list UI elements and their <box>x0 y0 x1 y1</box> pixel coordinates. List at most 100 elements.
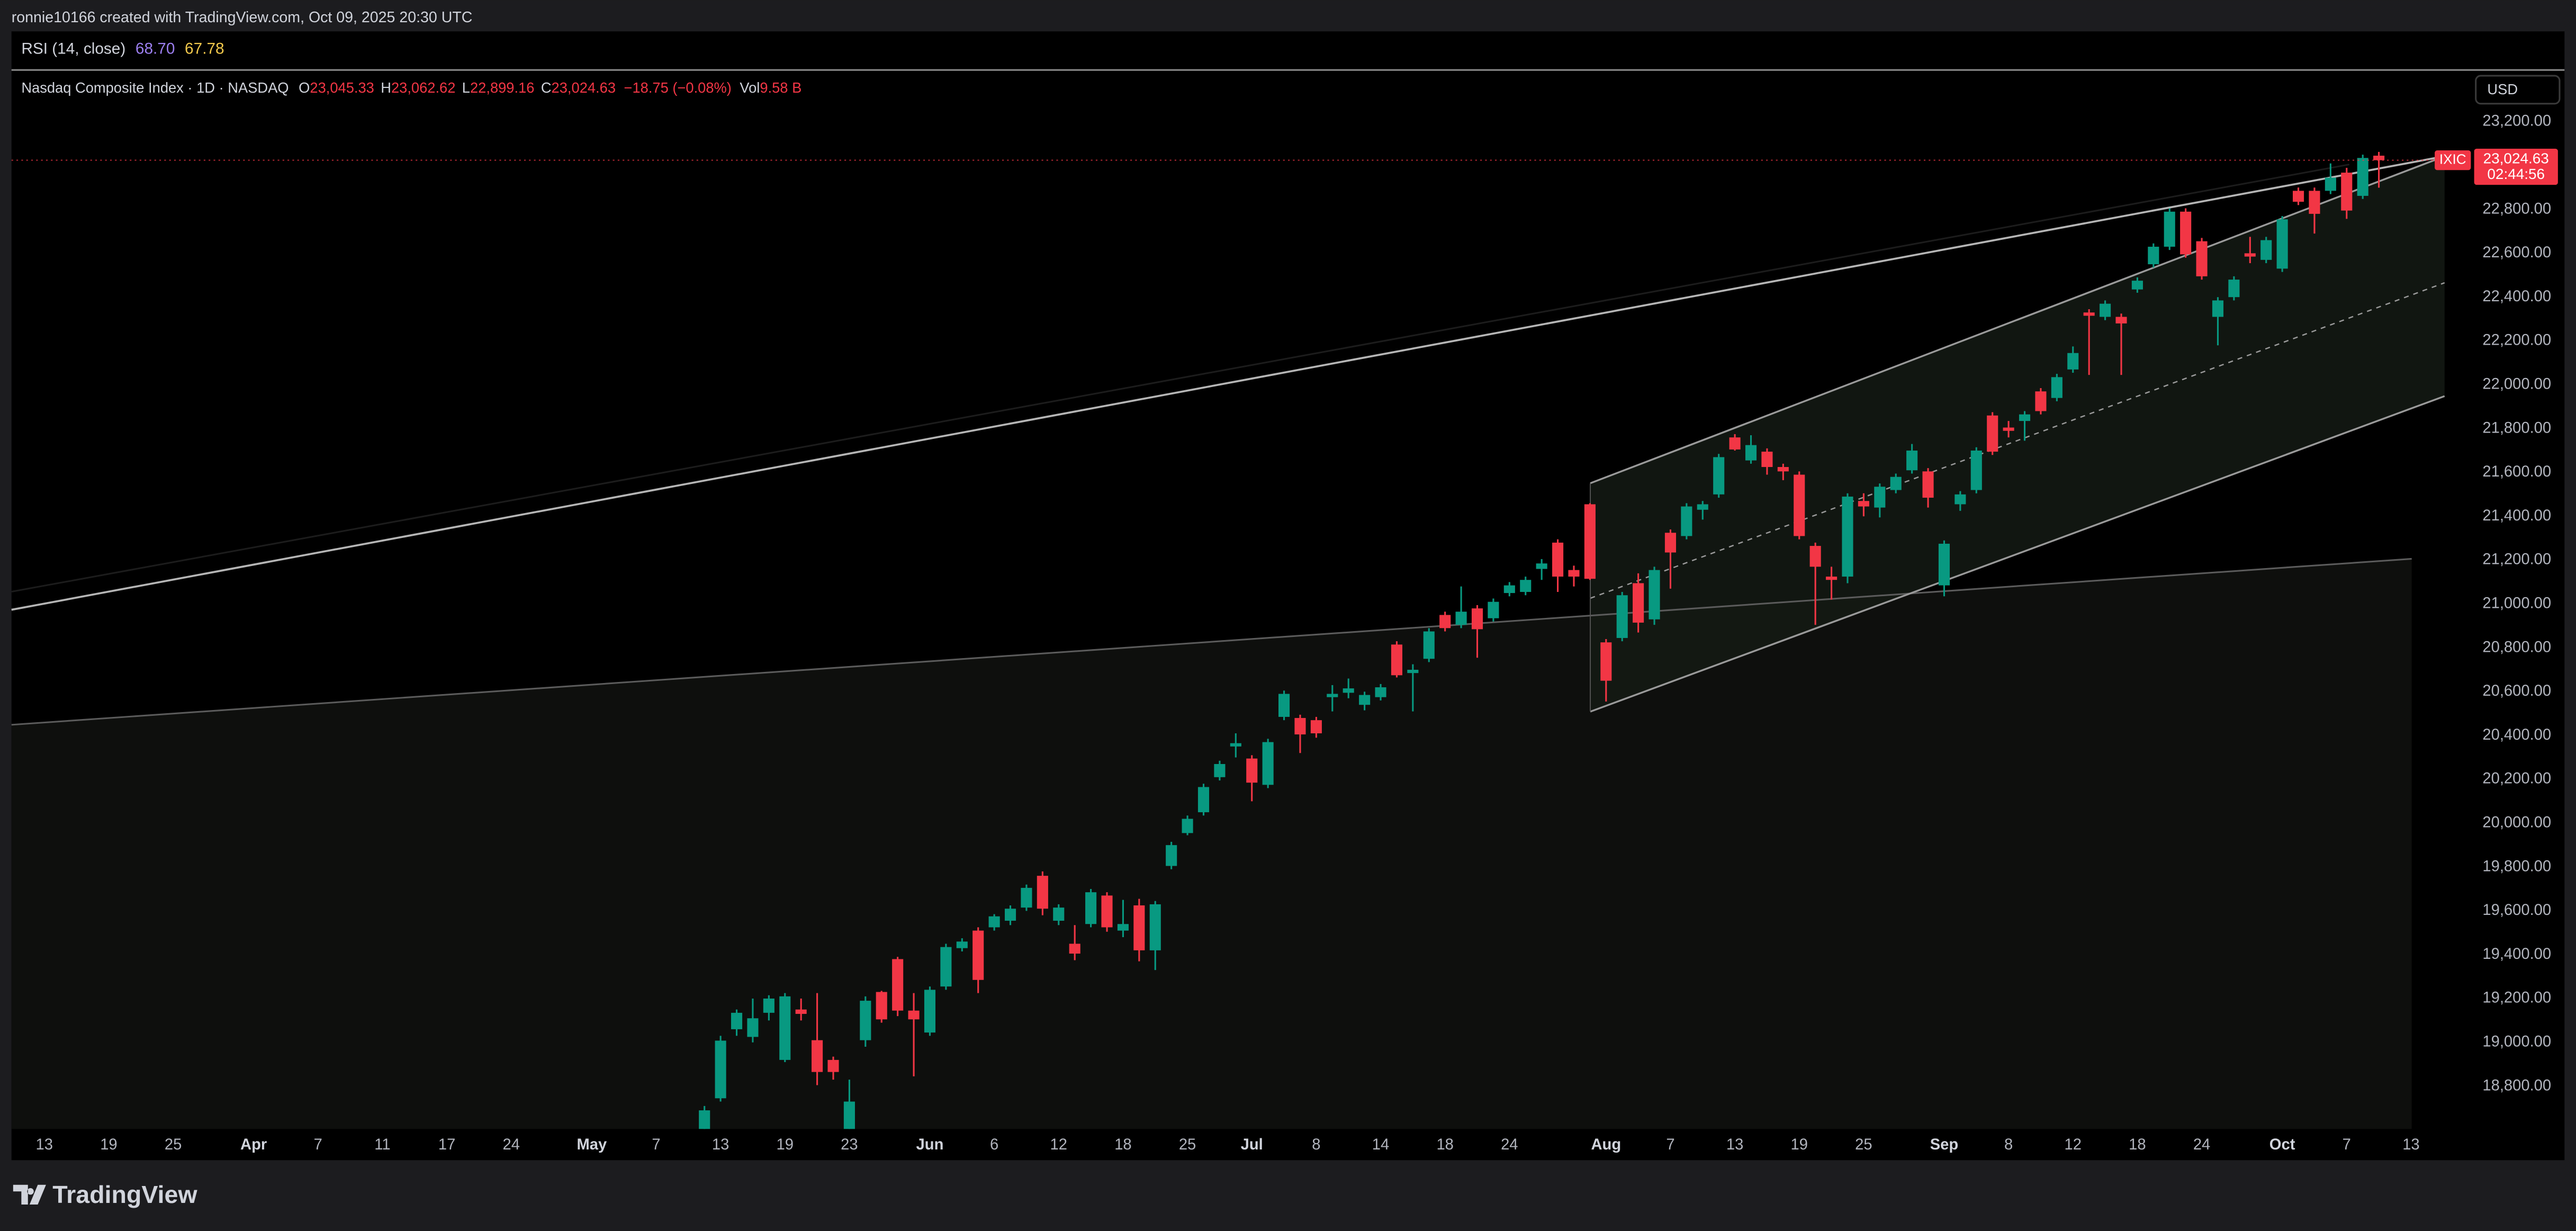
candle-body <box>1214 763 1226 777</box>
x-tick-label: 13 <box>712 1136 729 1153</box>
candle-body <box>2260 240 2272 260</box>
legend-value: 22,899.16 <box>470 79 534 96</box>
y-tick-label: 22,200.00 <box>2482 332 2551 349</box>
x-tick-label: 19 <box>1791 1136 1808 1153</box>
axes: 18,800.00 19,000.00 19,200.00 19,400.00 19,6… <box>11 113 2558 1153</box>
candle-body <box>715 1040 726 1099</box>
candle-body <box>731 1012 743 1029</box>
y-tick-label: 23,200.00 <box>2482 113 2551 130</box>
trend-line <box>11 558 2412 726</box>
x-tick-label: 24 <box>503 1136 520 1153</box>
candle-body <box>956 941 968 948</box>
y-tick-label: 22,000.00 <box>2482 375 2551 392</box>
candle-body <box>2148 246 2159 265</box>
candle-body <box>1697 504 1708 510</box>
candle-body <box>1584 504 1596 579</box>
candle-body <box>1858 501 1869 507</box>
brand-logo <box>13 1184 46 1205</box>
price-tag-value: 23,024.63 <box>2483 150 2549 166</box>
y-tick-label: 18,800.00 <box>2482 1077 2551 1094</box>
candle-body <box>876 992 887 1020</box>
legend: Nasdaq Composite Index · 1D · NASDAQ O23,… <box>21 79 801 96</box>
candle-body <box>1471 608 1483 630</box>
x-tick-label: Jul <box>1241 1136 1263 1153</box>
candle-body <box>1246 758 1258 783</box>
candle-body <box>1391 644 1402 676</box>
indicator-label: RSI (14, close) 68.70 67.78 <box>21 40 224 57</box>
candle-body <box>2212 300 2224 317</box>
candle-body <box>2131 281 2143 290</box>
candle-body <box>1729 437 1741 450</box>
x-tick-label: 14 <box>1372 1136 1389 1153</box>
candle-body <box>1085 892 1097 924</box>
candle-body <box>1745 445 1757 461</box>
y-tick-label: 21,800.00 <box>2482 419 2551 436</box>
y-tick-label: 19,000.00 <box>2482 1033 2551 1050</box>
candle-body <box>812 1040 823 1072</box>
candle-body <box>2276 219 2288 269</box>
candle-body <box>1874 487 1886 508</box>
x-tick-label: 25 <box>1179 1136 1196 1153</box>
symbol-tag-text: IXIC <box>2439 151 2466 167</box>
indicator-name: RSI (14, close) <box>21 40 125 57</box>
candle-body <box>1182 819 1193 833</box>
x-tick-label: 25 <box>165 1136 182 1153</box>
candle-body <box>779 996 791 1060</box>
candle-body <box>1664 533 1677 553</box>
symbol-tag <box>2435 150 2471 170</box>
currency-box[interactable] <box>2475 75 2561 105</box>
candle-body <box>1488 601 1499 618</box>
candle-body <box>1890 477 1902 490</box>
candle-body <box>2196 241 2208 276</box>
brand: TradingView <box>52 1181 197 1208</box>
candle-body <box>1809 546 1821 567</box>
candle-body <box>1970 450 1982 490</box>
candle-body <box>1359 695 1371 705</box>
x-tick-label: 24 <box>1501 1136 1518 1153</box>
candle-body <box>2003 427 2014 431</box>
y-tick-label: 21,200.00 <box>2482 551 2551 568</box>
candle-body <box>1938 543 1950 586</box>
x-tick-label: 23 <box>841 1136 858 1153</box>
candle-body <box>924 990 936 1033</box>
y-tick-label: 20,600.00 <box>2482 682 2551 699</box>
y-tick-label: 20,800.00 <box>2482 639 2551 655</box>
y-tick-label: 21,000.00 <box>2482 595 2551 612</box>
candle-body <box>2244 253 2256 257</box>
x-tick-label: Apr <box>240 1136 267 1153</box>
candles <box>699 151 2385 1129</box>
candle-body <box>1004 909 1016 921</box>
candle-body <box>2115 317 2127 324</box>
candle-body <box>1842 496 1853 577</box>
candle-body <box>1906 450 1918 471</box>
candle-body <box>1423 631 1435 659</box>
x-tick-label: 25 <box>1855 1136 1872 1153</box>
candle-body <box>1053 907 1065 921</box>
x-tick-label: Sep <box>1930 1136 1958 1153</box>
candle-body <box>1826 577 1838 580</box>
channel-top <box>1590 155 2445 484</box>
channel-bottom <box>1590 395 2445 713</box>
legend-value: 23,062.62 <box>391 79 455 96</box>
candle-body <box>1021 887 1032 908</box>
x-tick-label: 13 <box>2402 1136 2419 1153</box>
trend-line <box>11 164 2350 593</box>
x-tick-label: 7 <box>652 1136 660 1153</box>
x-tick-label: May <box>577 1136 607 1153</box>
x-tick-label: 24 <box>2193 1136 2210 1153</box>
candle-body <box>860 1001 871 1040</box>
x-tick-label: Oct <box>2269 1136 2295 1153</box>
candle-body <box>1777 467 1789 472</box>
candle-body <box>827 1059 839 1072</box>
candle-body <box>2228 280 2240 298</box>
candle-body <box>2341 173 2353 211</box>
candle-body <box>1987 415 1998 452</box>
legend-key: C <box>541 79 552 96</box>
legend-volume-value: 9.58 B <box>760 79 801 96</box>
x-tick-label: 18 <box>1114 1136 1131 1153</box>
candle-body <box>1520 580 1532 592</box>
currency[interactable]: USD <box>2487 81 2518 97</box>
candle-body <box>1166 845 1177 866</box>
candle-body <box>1633 583 1644 623</box>
x-tick-label: Jun <box>916 1136 944 1153</box>
